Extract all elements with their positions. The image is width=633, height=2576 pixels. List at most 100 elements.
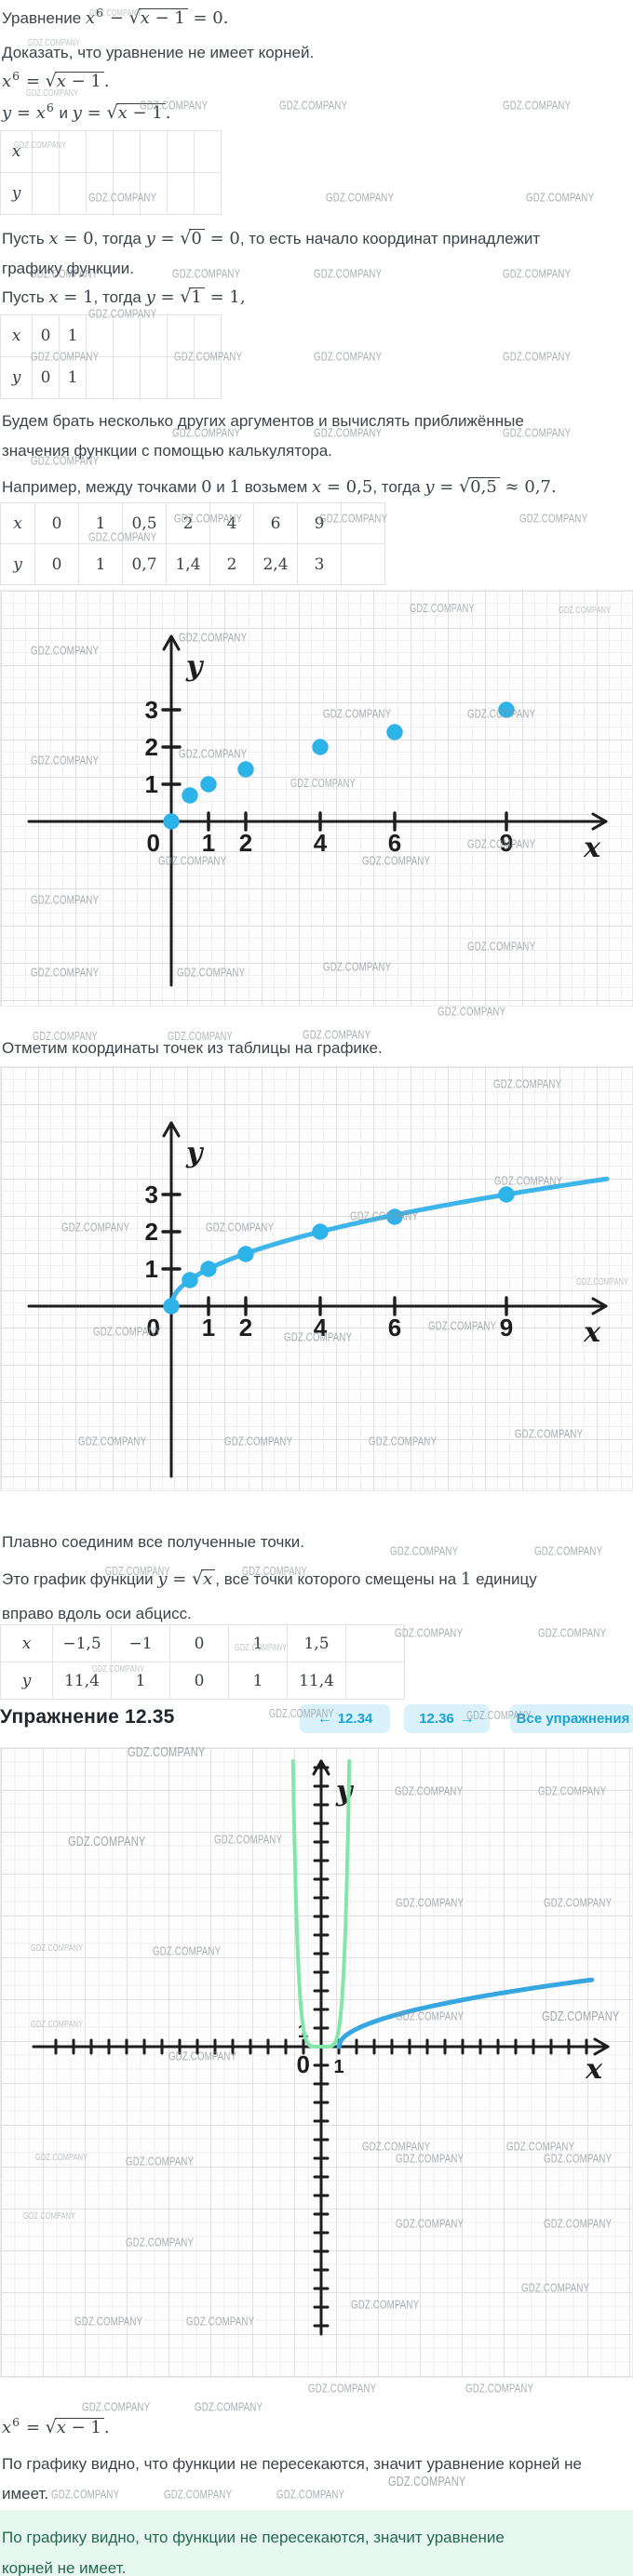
sqrt-expression: √x − 1: [45, 2417, 104, 2437]
data-point: [312, 1223, 329, 1240]
table-row: x 0 1 0,5 2 4 6 9: [0, 502, 385, 544]
table-cell: [113, 172, 141, 215]
values-table-x6: x −1,5 −1 0 1 1,5 y 11,4 1 0 1 11,4: [0, 1624, 405, 1700]
math-token: − 1: [65, 72, 101, 91]
table-cell: 9: [297, 502, 342, 544]
equation-final: x6 = √x − 1.: [2, 2415, 110, 2443]
table-cell: [59, 130, 87, 173]
data-point: [182, 1272, 198, 1288]
function-curve: [336, 1977, 595, 2049]
table-cell: [167, 172, 195, 215]
watermark: GDZ.COMPANY: [534, 1544, 603, 1558]
math-token: x: [140, 8, 150, 28]
math-token: − 1: [127, 103, 163, 123]
graph-grid: [1, 591, 632, 1006]
math-token: Пусть: [2, 288, 49, 306]
data-point: [237, 1246, 254, 1262]
all-exercises-button[interactable]: Все упражнения: [510, 1704, 633, 1733]
math-token: Отметим координаты точек из таблицы на г…: [2, 1039, 383, 1057]
math-token: 0: [191, 229, 202, 248]
math-token: y: [157, 1569, 168, 1589]
sqrt-expression: √0: [180, 228, 205, 248]
table-cell: 2: [166, 502, 210, 544]
math-token: Будем брать несколько других аргументов …: [2, 412, 524, 430]
radical-sign: √: [45, 71, 57, 91]
y-tick-label: 2: [145, 1218, 158, 1246]
math-token: 0,5: [470, 477, 497, 497]
x-axis-arrow: [593, 2037, 610, 2056]
math-token: Например, между точками: [2, 478, 202, 496]
table-cell: 11,4: [52, 1662, 112, 1700]
prev-exercise-button[interactable]: ← 12.34: [300, 1704, 390, 1733]
table-cell: 0: [32, 314, 60, 357]
data-point: [200, 1261, 217, 1277]
data-point: [200, 776, 217, 793]
functions-line: y = x6 и y = √x − 1.: [2, 100, 170, 128]
radicand: x − 1: [115, 103, 166, 123]
math-token: единицу: [471, 1570, 537, 1588]
math-token: возьмем: [239, 478, 312, 496]
sqrt-expression: √x − 1: [129, 7, 188, 28]
row-label: y: [0, 356, 33, 399]
watermark: GDZ.COMPANY: [82, 2400, 151, 2414]
table-cell: 1: [78, 502, 123, 544]
radical-sign: √: [459, 476, 471, 497]
table-cell: [86, 130, 114, 173]
x-tick-label: 1: [333, 2057, 343, 2077]
table-cell: [167, 130, 195, 173]
row-label: x: [0, 502, 35, 544]
x-axis-label: x: [585, 2053, 603, 2086]
math-token: =: [167, 1569, 193, 1589]
table-cell: [194, 314, 222, 357]
origin-label: 0: [297, 2050, 310, 2078]
row-label: x: [0, 314, 33, 357]
x-tick-label: 9: [500, 1314, 513, 1341]
radicand: 1: [189, 287, 205, 307]
math-token: y: [145, 229, 155, 248]
data-point: [498, 1186, 515, 1203]
graph-grid: [1, 1748, 632, 2377]
math-token: ≈ 0,7.: [499, 477, 557, 497]
math-token: =: [11, 103, 36, 123]
math-token: = 0.: [187, 8, 229, 28]
table-cell: [194, 130, 222, 173]
values-table: x −1,5 −1 0 1 1,5 y 11,4 1 0 1 11,4: [0, 1624, 405, 1700]
watermark: GDZ.COMPANY: [538, 1626, 607, 1640]
watermark: GDZ.COMPANY: [164, 2488, 233, 2502]
math-token: x: [56, 72, 66, 91]
sqrt-expression: √1: [180, 287, 205, 307]
table-cell: [113, 314, 141, 357]
table-cell: 2: [209, 543, 254, 585]
mark-points-line: Отметим координаты точек из таблицы на г…: [2, 1036, 383, 1064]
math-token: 0: [201, 477, 212, 497]
table-cell: [113, 356, 141, 399]
next-exercise-button[interactable]: 12.36 →: [404, 1704, 490, 1733]
data-point: [237, 761, 254, 778]
radicand: x: [201, 1569, 216, 1589]
math-token: = 0,5: [321, 477, 373, 497]
shifted-graph-line: Это график функции y = √x, все точки кот…: [2, 1567, 537, 1595]
y-axis-label: y: [335, 1775, 355, 1808]
radical-sign: √: [180, 287, 192, 307]
math-token: =: [434, 477, 460, 497]
math-token: x: [48, 287, 59, 307]
radical-sign: √: [45, 2417, 57, 2437]
table-cell: [86, 314, 114, 357]
math-token: = 0: [204, 229, 240, 248]
table-cell: [59, 172, 87, 215]
table-cell: −1,5: [52, 1624, 112, 1662]
table-cell: 2,4: [253, 543, 298, 585]
math-token: x: [203, 1569, 213, 1589]
arrow-left-icon: ←: [316, 1710, 332, 1727]
math-token: =: [81, 103, 107, 123]
y-tick-label: 3: [145, 696, 158, 724]
table-cell: 1: [59, 356, 87, 399]
math-token: и: [211, 478, 230, 496]
table-cell: 0,5: [122, 502, 167, 544]
table-row: y 0 1 0,7 1,4 2 2,4 3: [0, 543, 385, 585]
radicand: 0,5: [468, 477, 500, 497]
math-token: Пусть: [2, 230, 49, 247]
